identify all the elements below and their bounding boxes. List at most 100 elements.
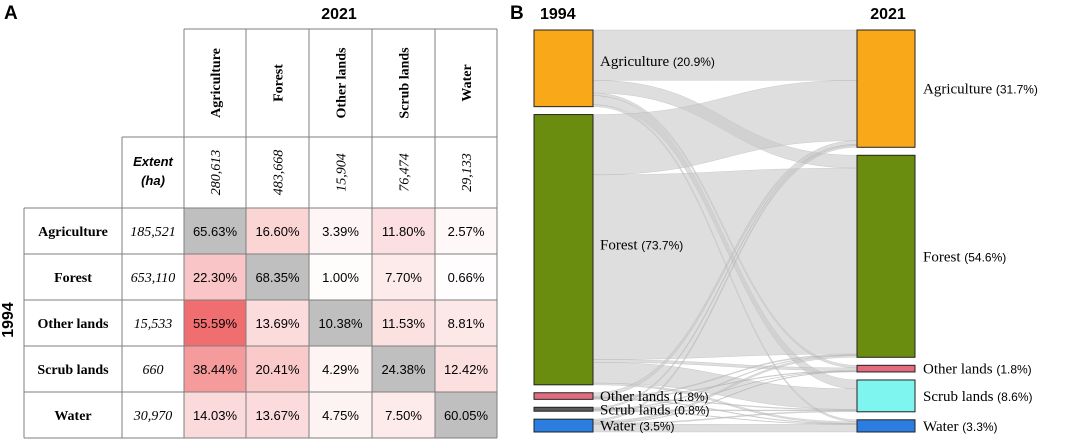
matrix-cell-bg bbox=[246, 392, 309, 438]
matrix-cell: 22.30% bbox=[193, 270, 238, 285]
matrix-cell-bg bbox=[372, 392, 435, 438]
matrix-cell: 60.05% bbox=[444, 408, 489, 423]
right-node-label: Other lands (1.8%) bbox=[923, 362, 1032, 378]
matrix-cell-bg bbox=[435, 392, 497, 438]
matrix-cell-bg bbox=[309, 346, 372, 392]
matrix-cell: 11.80% bbox=[382, 224, 426, 239]
row-extent: 185,521 bbox=[130, 225, 176, 240]
matrix-cell: 0.66% bbox=[448, 270, 485, 285]
column-extent: 483,668 bbox=[272, 150, 287, 196]
matrix-cell-bg bbox=[184, 254, 246, 300]
left-node bbox=[533, 392, 594, 400]
left-node bbox=[533, 29, 594, 108]
matrix-cell-bg bbox=[435, 254, 497, 300]
left-node-label: Forest (73.7%) bbox=[600, 238, 683, 254]
matrix-cell-bg bbox=[372, 346, 435, 392]
matrix-cell-bg bbox=[372, 254, 435, 300]
matrix-cell-bg bbox=[372, 208, 435, 254]
sankey-link bbox=[592, 167, 858, 360]
matrix-cell: 12.42% bbox=[444, 362, 489, 377]
matrix-cell: 10.38% bbox=[318, 316, 363, 331]
left-node-label: Agriculture (20.9%) bbox=[600, 54, 715, 70]
column-header: Water bbox=[460, 64, 475, 101]
left-node bbox=[533, 406, 594, 412]
right-node-label: Agriculture (31.7%) bbox=[923, 82, 1038, 98]
column-header: Other lands bbox=[335, 47, 350, 118]
right-node bbox=[856, 154, 916, 358]
column-extent: 76,474 bbox=[398, 153, 413, 192]
column-extent: 29,133 bbox=[460, 153, 475, 192]
transition-matrix-panel: A 2021 1994 Agriculture 280,613 Forest 483,668… bbox=[0, 0, 500, 441]
matrix-cell-bg bbox=[184, 300, 246, 346]
right-node bbox=[856, 29, 916, 148]
column-header: Scrub lands bbox=[398, 47, 413, 119]
matrix-cell: 20.41% bbox=[255, 362, 300, 377]
matrix-cell-bg bbox=[372, 300, 435, 346]
matrix-cell-bg bbox=[246, 208, 309, 254]
right-node bbox=[856, 364, 916, 373]
matrix-cell-bg bbox=[184, 208, 246, 254]
matrix-cell-bg bbox=[246, 346, 309, 392]
panel-a-label: A bbox=[4, 3, 18, 24]
transition-matrix: A 2021 1994 Agriculture 280,613 Forest 483,668… bbox=[0, 3, 498, 439]
row-year-label: 1994 bbox=[0, 302, 17, 338]
sankey-panel: B 1994 2021 Agriculture (20.9%) Forest (73.7… bbox=[508, 0, 1065, 441]
matrix-cell: 16.60% bbox=[255, 224, 300, 239]
matrix-cell-bg bbox=[309, 392, 372, 438]
matrix-cell-bg bbox=[309, 208, 372, 254]
matrix-cell: 4.29% bbox=[322, 362, 359, 377]
matrix-cell: 14.03% bbox=[193, 408, 238, 423]
right-node-label: Scrub lands (8.6%) bbox=[923, 389, 1033, 405]
left-node-label: Water (3.5%) bbox=[600, 419, 675, 435]
left-node bbox=[533, 114, 594, 386]
left-node-label: Scrub lands (0.8%) bbox=[600, 402, 710, 418]
row-header: Forest bbox=[54, 271, 92, 286]
matrix-cell: 65.63% bbox=[193, 224, 238, 239]
row-extent: 30,970 bbox=[133, 409, 173, 424]
matrix-cell: 13.69% bbox=[255, 316, 300, 331]
row-header: Scrub lands bbox=[37, 363, 109, 378]
sankey-diagram: B 1994 2021 Agriculture (20.9%) Forest (73.7… bbox=[510, 3, 1038, 435]
column-extent: 15,904 bbox=[335, 153, 350, 192]
matrix-cell-bg bbox=[435, 300, 497, 346]
left-year-title: 1994 bbox=[540, 6, 576, 23]
matrix-cell: 24.38% bbox=[381, 362, 426, 377]
extent-header: (ha) bbox=[141, 173, 165, 188]
matrix-cell-bg bbox=[435, 208, 497, 254]
matrix-cell: 38.44% bbox=[193, 362, 238, 377]
row-header: Water bbox=[54, 409, 91, 424]
left-node-label: Other lands (1.8%) bbox=[600, 389, 709, 405]
row-header: Agriculture bbox=[38, 225, 108, 240]
right-year-title: 2021 bbox=[870, 6, 906, 23]
matrix-cell: 2.57% bbox=[448, 224, 485, 239]
row-extent: 15,533 bbox=[134, 317, 173, 332]
matrix-cell: 1.00% bbox=[322, 270, 359, 285]
row-header: Other lands bbox=[38, 317, 109, 332]
column-header: Forest bbox=[272, 64, 287, 102]
right-node bbox=[856, 379, 916, 413]
matrix-cell: 7.50% bbox=[385, 408, 422, 423]
matrix-cell-bg bbox=[435, 346, 497, 392]
panel-b-label: B bbox=[510, 3, 524, 24]
column-year-label: 2021 bbox=[321, 6, 357, 23]
matrix-cell: 4.75% bbox=[322, 408, 359, 423]
matrix-cell: 8.81% bbox=[448, 316, 485, 331]
matrix-cell: 68.35% bbox=[255, 270, 300, 285]
matrix-cell-bg bbox=[309, 254, 372, 300]
right-node-label: Forest (54.6%) bbox=[923, 249, 1006, 265]
matrix-cell-bg bbox=[246, 254, 309, 300]
matrix-cell: 3.39% bbox=[322, 224, 359, 239]
matrix-cell-bg bbox=[309, 300, 372, 346]
matrix-cell: 13.67% bbox=[255, 408, 300, 423]
right-node-label: Water (3.3%) bbox=[923, 419, 998, 435]
column-extent: 280,613 bbox=[209, 150, 224, 196]
matrix-cell: 11.53% bbox=[382, 316, 426, 331]
matrix-cell: 55.59% bbox=[193, 316, 238, 331]
row-extent: 653,110 bbox=[131, 271, 175, 286]
column-header: Agriculture bbox=[209, 48, 224, 118]
matrix-cell: 7.70% bbox=[385, 270, 422, 285]
matrix-cell-bg bbox=[184, 392, 246, 438]
matrix-cell-bg bbox=[246, 300, 309, 346]
matrix-cell-bg bbox=[184, 346, 246, 392]
extent-header: Extent bbox=[133, 154, 173, 169]
